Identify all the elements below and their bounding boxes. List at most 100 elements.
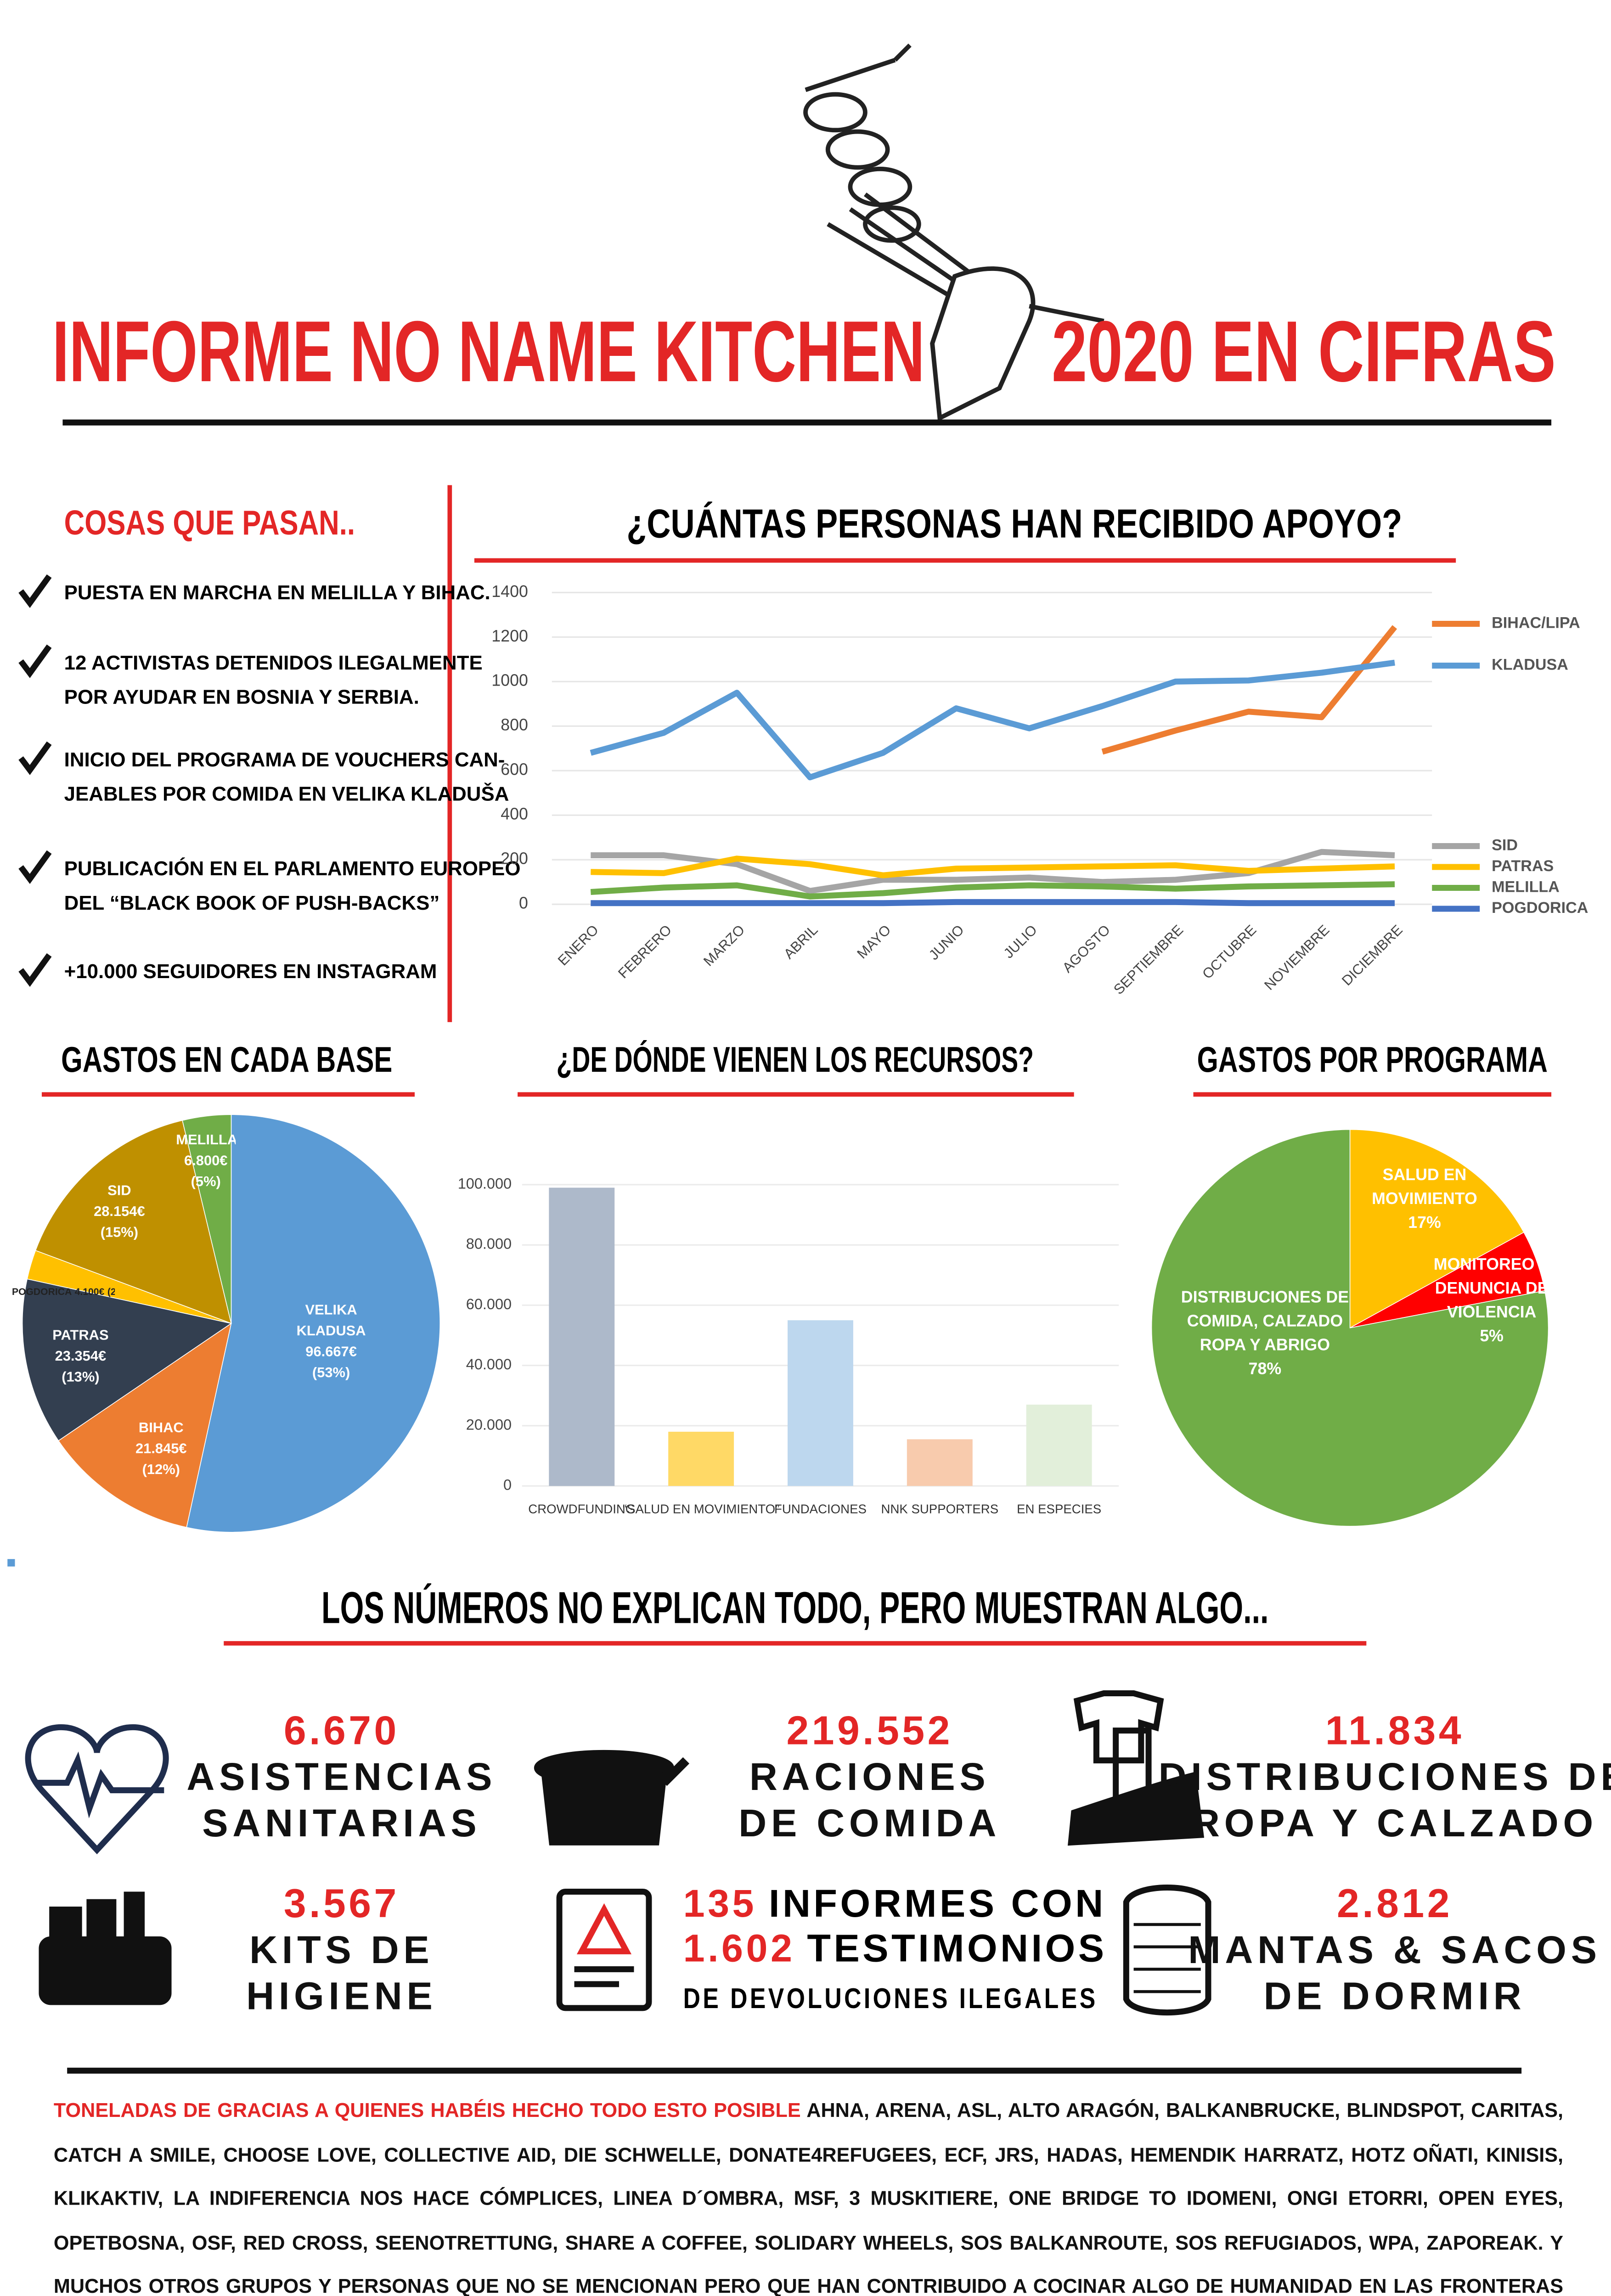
- slice-label-text: BIHAC: [138, 1421, 184, 1437]
- slice-label-box: SID 28.154€ (15%): [74, 1161, 164, 1265]
- stat-label: DE DEVOLUCIONES ILEGALES: [683, 1983, 1098, 2015]
- slice-label: MONITOREO Y DENUNCIA DE VIOLENCIA 5%: [1432, 1250, 1551, 1355]
- stat-label: MANTAS & SACOS: [1188, 1928, 1601, 1971]
- header-rule: [62, 419, 1552, 426]
- stat-label: RACIONES: [749, 1755, 990, 1798]
- pie-slice: [186, 1114, 440, 1533]
- title-left: INFORME NO NAME KITCHEN: [52, 303, 925, 400]
- y-tick-label: 20.000: [466, 1416, 512, 1433]
- x-tick-label: NOVIEMBRE: [1261, 922, 1333, 993]
- stat-number: 11.834: [1325, 1708, 1464, 1753]
- y-tick-label: 1000: [491, 671, 528, 690]
- x-tick-label: NNK SUPPORTERS: [881, 1502, 999, 1516]
- sidebar-item: PUESTA EN MARCHA EN MELILLA Y BIHAC.: [64, 581, 490, 604]
- slice-label: PATRAS 23.354€ (13%): [36, 1306, 125, 1410]
- slice-label: SALUD EN MOVIMIENTO 17%: [1358, 1149, 1492, 1253]
- slice-label-box: DISTRIBUCIONES DE COMIDA, CALZADO ROPA Y…: [1181, 1289, 1349, 1379]
- y-tick-label: 1400: [491, 582, 528, 601]
- y-tick-label: 80.000: [466, 1236, 512, 1252]
- slice-label-text: 17%: [1408, 1214, 1441, 1232]
- y-tick-label: 40.000: [466, 1356, 512, 1373]
- slice-label-text: 78%: [1248, 1360, 1282, 1379]
- pie-slice: [1349, 1129, 1525, 1329]
- slice-label-text: (12%): [142, 1462, 180, 1479]
- line-series: [1101, 625, 1397, 755]
- x-tick-label: MARZO: [700, 922, 748, 969]
- slice-label-text: (13%): [62, 1369, 100, 1386]
- slice-label-box: PATRAS 23.354€ (13%): [36, 1306, 125, 1410]
- sidebar-divider: [447, 485, 452, 1022]
- bar: [549, 1187, 615, 1486]
- line-chart-title: ¿CUÁNTAS PERSONAS HAN RECIBIDO APOYO?: [626, 501, 1402, 546]
- x-tick-label: AGOSTO: [1059, 922, 1113, 976]
- rule: [518, 1092, 1074, 1097]
- slice-label-box: MONITOREO Y DENUNCIA DE VIOLENCIA 5%: [1432, 1250, 1551, 1355]
- x-tick-label: “SALUD EN MOVIMIENTO”: [623, 1502, 779, 1516]
- x-tick-label: CROWDFUNDING: [528, 1502, 635, 1516]
- pie-slice: [58, 1322, 232, 1528]
- slice-label-text: 28.154€: [94, 1204, 145, 1221]
- stat-label: ROPA Y CALZADO: [1192, 1801, 1598, 1845]
- stat-number: 2.812: [1337, 1881, 1453, 1926]
- slice-label-box: VELIKA KLADUSA 96.667€ (53%): [271, 1290, 391, 1395]
- pie-slice: [182, 1114, 232, 1324]
- y-tick-label: 600: [501, 760, 528, 779]
- x-tick-label: JULIO: [1000, 922, 1040, 962]
- slice-label-text: 96.667€: [305, 1344, 357, 1361]
- checkmark: [18, 850, 52, 884]
- y-tick-label: 400: [501, 805, 528, 823]
- fork-hand-illustration: [803, 43, 1104, 422]
- legend-label: MELILLA: [1492, 878, 1560, 895]
- line-series: [591, 899, 1395, 906]
- slice-label-text: 23.354€: [55, 1349, 107, 1366]
- stat-label: KITS DE: [249, 1928, 434, 1971]
- footer-rule: [67, 2067, 1522, 2074]
- slice-label-text: DISTRIBUCIONES DE COMIDA, CALZADO ROPA Y…: [1181, 1289, 1349, 1355]
- y-tick-label: 200: [501, 850, 528, 868]
- rule: [41, 1092, 415, 1097]
- stat-label: SANITARIAS: [202, 1801, 481, 1845]
- y-tick-label: 0: [503, 1477, 512, 1493]
- y-tick-label: 100.000: [458, 1175, 512, 1192]
- slice-label-box: MELILLA 6.800€ (5%): [176, 1110, 236, 1214]
- slice-label: BIHAC 21.845€ (12%): [116, 1398, 206, 1502]
- checkmark: [18, 741, 52, 775]
- y-tick-label: 800: [501, 716, 528, 734]
- stat-number: 1.602: [683, 1927, 795, 1970]
- stat-label: ASISTENCIAS: [186, 1755, 496, 1798]
- thanks-paragraph: TONELADAS DE GRACIAS A QUIENES HABÉIS HE…: [54, 2088, 1563, 2296]
- checkmark: [18, 574, 52, 608]
- bar-title: ¿DE DÓNDE VIENEN LOS RECURSOS?: [557, 1039, 1034, 1080]
- slice-label-text: (5%): [191, 1174, 221, 1191]
- slice-label: SID 28.154€ (15%): [74, 1161, 164, 1265]
- stat-label: DE DORMIR: [1264, 1975, 1526, 2018]
- line-series: [590, 881, 1395, 900]
- slice-label-box: SALUD EN MOVIMIENTO 17%: [1358, 1149, 1492, 1253]
- y-tick-label: 1200: [491, 627, 528, 645]
- rule: [474, 558, 1456, 563]
- pie-slice: [1151, 1129, 1549, 1527]
- slice-label-text: 4.100€: [74, 1288, 105, 1299]
- pie-title: GASTOS EN CADA BASE: [61, 1039, 392, 1080]
- x-tick-label: SEPTIEMBRE: [1110, 922, 1186, 997]
- slice-label-text: (15%): [100, 1225, 139, 1241]
- slice-label-text: MONITOREO Y DENUNCIA DE VIOLENCIA: [1433, 1256, 1550, 1322]
- slice-label: VELIKA KLADUSA 96.667€ (53%): [271, 1290, 391, 1395]
- legend-label: PATRAS: [1492, 857, 1554, 875]
- sidebar-item: 12 ACTIVISTAS DETENIDOS ILEGALMENTE: [64, 652, 483, 674]
- stat-label: HIGIENE: [246, 1975, 437, 2018]
- closing-title: LOS NÚMEROS NO EXPLICAN TODO, PERO MUEST…: [321, 1583, 1269, 1633]
- thanks-highlight: TONELADAS DE GRACIAS A QUIENES HABÉIS HE…: [53, 2099, 801, 2122]
- slice-label: MELILLA 6.800€ (5%): [176, 1110, 236, 1214]
- legend-label: SID: [1492, 837, 1518, 854]
- stat-cell: 135 INFORMES CON: [683, 1882, 1106, 1925]
- marker: [7, 1559, 15, 1567]
- charts: 0 200 400 600 800 1000 1200 1400 ENERO FEBRERO MAR…: [11, 582, 1588, 1533]
- slice-label-text: VELIKA KLADUSA: [296, 1303, 366, 1340]
- sidebar-item: INICIO DEL PROGRAMA DE VOUCHERS CAN-: [64, 748, 505, 771]
- sidebar-item: +10.000 SEGUIDORES EN INSTAGRAM: [64, 960, 437, 983]
- pie-title: GASTOS POR PROGRAMA: [1197, 1039, 1548, 1080]
